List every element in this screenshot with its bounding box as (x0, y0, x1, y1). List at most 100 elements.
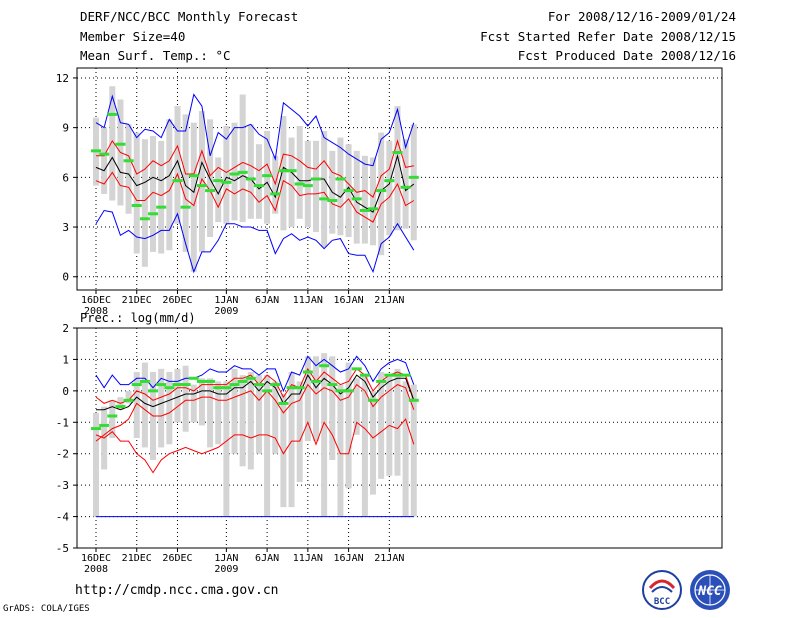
prec-observed-marker (99, 423, 110, 427)
temp-ensemble-box (182, 114, 189, 252)
temp-observed-marker (262, 174, 273, 178)
produced-date-label: Fcst Produced Date 2008/12/16 (517, 48, 736, 63)
temp-observed-marker (408, 175, 419, 179)
prec-xtick-label: 11JAN (293, 553, 323, 564)
temp-ensemble-box (247, 124, 254, 219)
prec-ensemble-box (345, 362, 352, 489)
temp-observed-marker (319, 197, 330, 201)
prec-ensemble-box (264, 375, 271, 517)
prec-ensemble-box (190, 384, 197, 423)
prec-observed-marker (359, 373, 370, 377)
prec-observed-marker (188, 376, 199, 380)
prec-upper-blue-line (95, 355, 415, 393)
prec-xtick-label: 26DEC (162, 553, 192, 564)
temp-observed-marker (310, 177, 321, 181)
temp-upper-red-line (96, 139, 414, 199)
prec-observed-marker (164, 386, 175, 390)
prec-observed-marker (172, 383, 183, 387)
website-url[interactable]: http://cmdp.ncc.cma.gov.cn (75, 583, 279, 598)
prec-ensemble-box (207, 378, 214, 448)
prec-observed-marker (294, 386, 305, 390)
temp-ensemble-box (402, 139, 409, 229)
temp-lower-red-line (95, 171, 415, 223)
prec-observed-marker (107, 414, 118, 418)
prec-observed-marker (384, 373, 395, 377)
temp-observed-marker (91, 149, 101, 153)
prec-observed-marker (213, 386, 224, 390)
prec-observed-marker (221, 386, 232, 390)
temp-observed-marker (237, 170, 248, 174)
temp-ytick-label: 0 (62, 271, 69, 284)
temp-ensemble-box (304, 140, 311, 228)
temp-ensemble-box (264, 130, 271, 224)
temp-observed-marker (302, 184, 313, 188)
temp-ensemble-box (312, 140, 319, 233)
prec-ensemble-box (288, 372, 295, 508)
prec-ensemble-box (133, 372, 140, 438)
temp-observed-marker (351, 197, 362, 201)
prec-ensemble-box (247, 372, 254, 470)
temp-ensemble-box (141, 139, 148, 267)
prec-ensemble-box (370, 390, 377, 495)
temp-ensemble-box (231, 122, 238, 221)
temp-observed-marker (392, 150, 403, 154)
temp-median-line (95, 153, 415, 213)
temp-xtick-label: 16JAN (334, 295, 364, 306)
temperature-variable-label: Mean Surf. Temp.: °C (80, 48, 231, 63)
temp-ytick-label: 6 (62, 171, 69, 184)
temp-lower-blue-line (95, 209, 415, 274)
prec-observed-marker (253, 383, 264, 387)
bcc-logo-text: BCC (654, 597, 670, 607)
temp-plot-frame (76, 67, 723, 291)
temp-ensemble-box (125, 124, 132, 214)
prec-ensemble-box (255, 375, 262, 454)
temp-ensemble-box (109, 86, 116, 201)
prec-ensemble-box (353, 378, 360, 435)
prec-observed-marker (148, 389, 159, 393)
temp-observed-marker (180, 205, 191, 209)
prec-ensemble-box (378, 372, 385, 479)
temp-upper-blue-line (95, 93, 415, 167)
temp-ytick-label: 12 (56, 72, 69, 85)
temp-observed-marker (156, 205, 167, 209)
prec-ensemble-box (280, 394, 287, 508)
temp-observed-marker (221, 180, 232, 184)
prec-observed-marker (310, 379, 321, 383)
temp-observed-marker (172, 179, 183, 183)
prec-ytick-label: 2 (62, 322, 69, 335)
temp-observed-marker (376, 189, 387, 193)
prec-observed-marker (343, 389, 354, 393)
temp-ensemble-box (321, 130, 328, 247)
prec-ensemble-box (166, 372, 173, 445)
prec-ensemble-box (223, 381, 230, 517)
prec-ensemble-box (410, 384, 417, 517)
prec-observed-marker (180, 383, 191, 387)
temp-ytick-label: 3 (62, 221, 69, 234)
temp-observed-marker (384, 179, 395, 183)
started-date-label: Fcst Started Refer Date 2008/12/15 (480, 29, 736, 44)
temp-ensemble-box (215, 157, 222, 223)
prec-xtick-label: 6JAN (255, 553, 279, 564)
prec-ytick-label: -3 (56, 479, 69, 492)
prec-xtick-label: 21JAN (374, 553, 404, 564)
temp-ensemble-box (337, 137, 344, 236)
temp-ensemble-box (370, 157, 377, 246)
prec-xtick-year: 2009 (214, 564, 238, 575)
temp-ensemble-box (394, 106, 401, 231)
temp-ensemble-box (296, 125, 303, 219)
temp-ensemble-box (150, 135, 157, 252)
temp-observed-marker (107, 112, 118, 116)
temp-ensemble-box (190, 122, 197, 272)
prec-observed-marker (205, 379, 216, 383)
prec-observed-marker (139, 379, 150, 383)
prec-observed-marker (262, 389, 273, 393)
temp-ensemble-box (255, 144, 262, 219)
temp-ensemble-box (378, 132, 385, 256)
temp-observed-marker (213, 179, 224, 183)
prec-observed-marker (91, 427, 101, 431)
temp-observed-marker (343, 189, 354, 193)
temp-xtick-label: 16DEC (81, 295, 111, 306)
prec-median-line (96, 374, 415, 411)
prec-xtick-label: 1JAN (214, 553, 238, 564)
prec-ensemble-box (141, 362, 148, 448)
